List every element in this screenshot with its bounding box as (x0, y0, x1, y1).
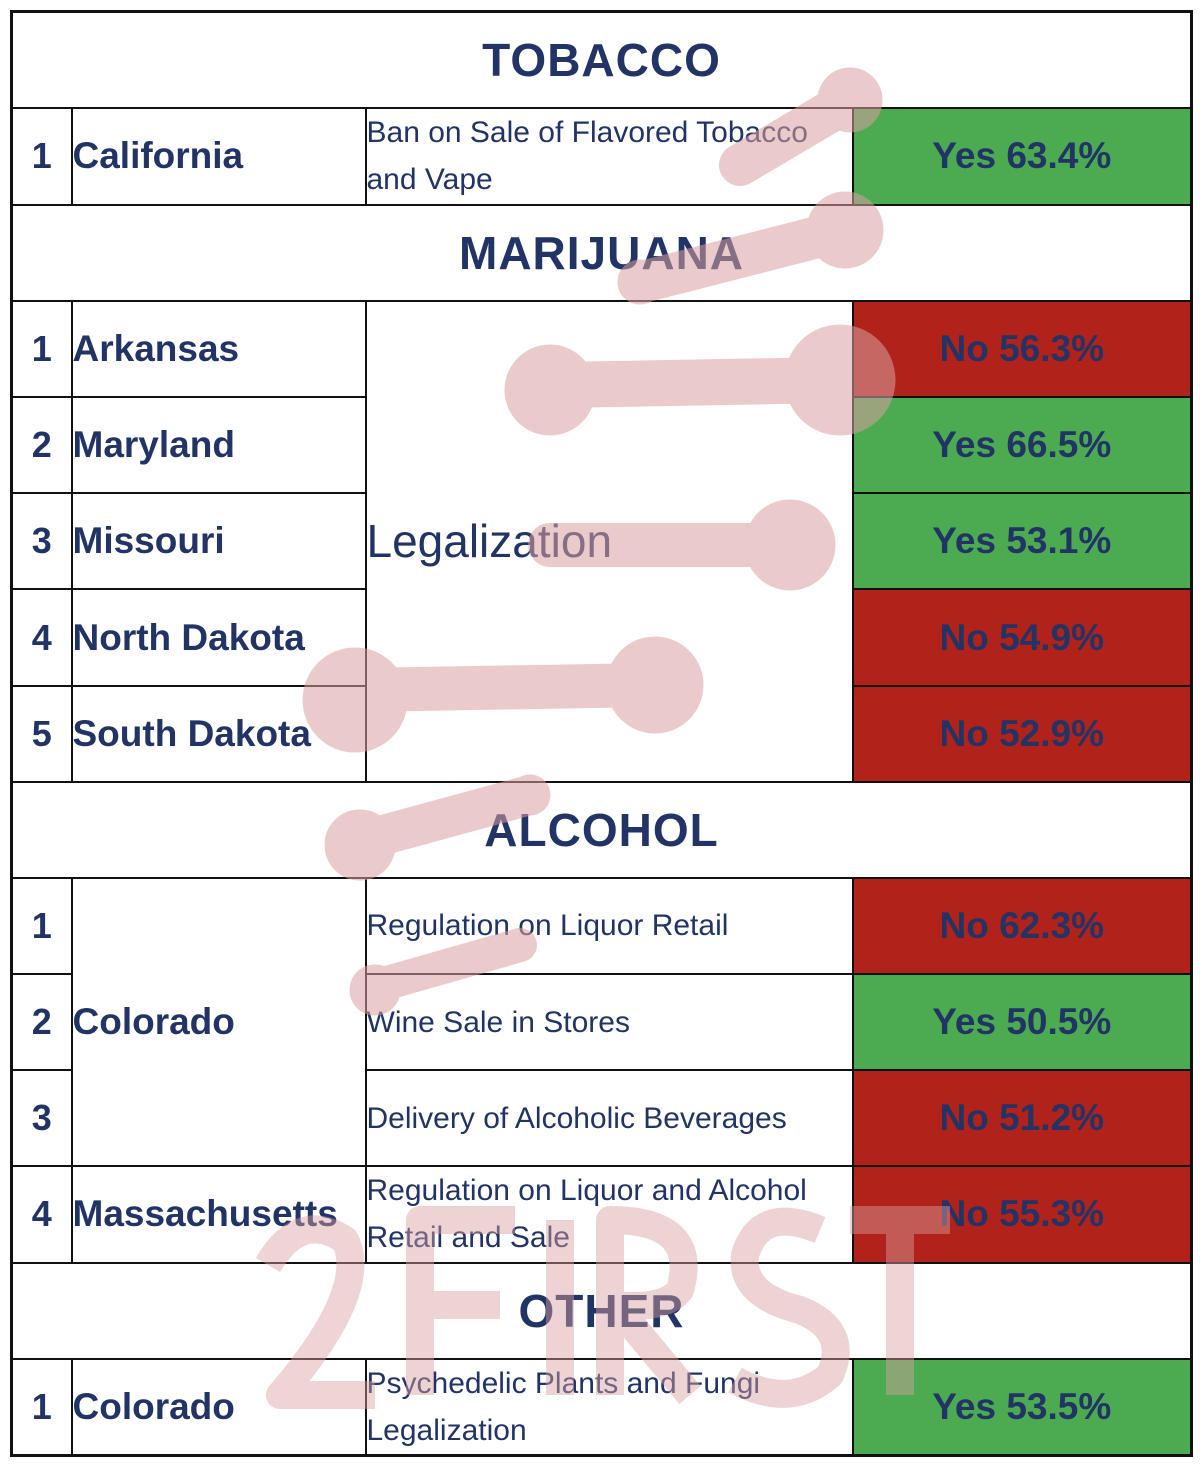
measure-description: Delivery of Alcoholic Beverages (364, 1069, 854, 1168)
state-name: Missouri (70, 492, 367, 591)
result-badge: Yes 53.1% (851, 492, 1193, 591)
row-number: 1 (10, 876, 73, 976)
result-badge: No 51.2% (851, 1069, 1193, 1168)
measure-description: Regulation on Liquor Retail (364, 876, 854, 976)
result-badge: No 56.3% (851, 299, 1193, 399)
row-number: 3 (10, 1069, 73, 1168)
row-number: 1 (10, 1357, 73, 1457)
row-number: 2 (10, 973, 73, 1072)
state-name: South Dakota (70, 684, 367, 783)
result-badge: Yes 66.5% (851, 396, 1193, 495)
state-name: California (70, 106, 367, 206)
row-number: 4 (10, 1165, 73, 1264)
state-name: Massachusetts (70, 1165, 367, 1264)
result-badge: No 52.9% (851, 684, 1193, 783)
measure-description: Wine Sale in Stores (364, 973, 854, 1072)
row-number: 5 (10, 684, 73, 783)
ballot-results-table-container: TOBACCO 1 California Ban on Sale of Flav… (10, 10, 1194, 1457)
table-row: 3 Missouri Yes 53.1% (10, 492, 1193, 591)
state-name: Arkansas (70, 299, 367, 399)
result-badge: Yes 63.4% (851, 106, 1193, 206)
table-row: 2 Maryland Yes 66.5% (10, 396, 1193, 495)
row-number: 1 (10, 106, 73, 206)
result-badge: Yes 53.5% (851, 1357, 1193, 1457)
section-header-marijuana: MARIJUANA (10, 203, 1193, 302)
result-badge: No 62.3% (851, 876, 1193, 976)
state-name: Colorado (70, 876, 367, 1168)
result-badge: Yes 50.5% (851, 973, 1193, 1072)
section-title-tobacco: TOBACCO (10, 10, 1193, 109)
table-row: 1 Colorado Psychedelic Plants and Fungi … (10, 1357, 1193, 1457)
table-row: 3 Delivery of Alcoholic Beverages No 51.… (10, 1069, 1193, 1168)
row-number: 4 (10, 588, 73, 687)
row-number: 3 (10, 492, 73, 591)
section-header-tobacco: TOBACCO (10, 10, 1193, 109)
state-name: North Dakota (70, 588, 367, 687)
table-row: 1 Arkansas Legalization No 56.3% (10, 299, 1193, 783)
section-title-alcohol: ALCOHOL (10, 780, 1193, 879)
table-row: 2 Wine Sale in Stores Yes 50.5% (10, 973, 1193, 1072)
row-number: 1 (10, 299, 73, 399)
table-row: 1 Colorado Regulation on Liquor Retail N… (10, 876, 1193, 1168)
measure-description: Ban on Sale of Flavored Tobacco and Vape (364, 106, 854, 206)
table-row: 5 South Dakota No 52.9% (10, 684, 1193, 783)
row-number: 2 (10, 396, 73, 495)
section-header-alcohol: ALCOHOL (10, 780, 1193, 879)
table-row: 1 California Ban on Sale of Flavored Tob… (10, 106, 1193, 206)
measure-description: Psychedelic Plants and Fungi Legalizatio… (364, 1357, 854, 1457)
ballot-results-table: TOBACCO 1 California Ban on Sale of Flav… (10, 10, 1194, 1457)
state-name: Colorado (70, 1357, 367, 1457)
measure-description: Legalization (364, 299, 854, 783)
section-title-other: OTHER (10, 1261, 1193, 1360)
section-header-other: OTHER (10, 1261, 1193, 1360)
result-badge: No 54.9% (851, 588, 1193, 687)
measure-description: Regulation on Liquor and Alcohol Retail … (364, 1165, 854, 1264)
table-row: 4 Massachusetts Regulation on Liquor and… (10, 1165, 1193, 1264)
section-title-marijuana: MARIJUANA (10, 203, 1193, 302)
state-name: Maryland (70, 396, 367, 495)
result-badge: No 55.3% (851, 1165, 1193, 1264)
